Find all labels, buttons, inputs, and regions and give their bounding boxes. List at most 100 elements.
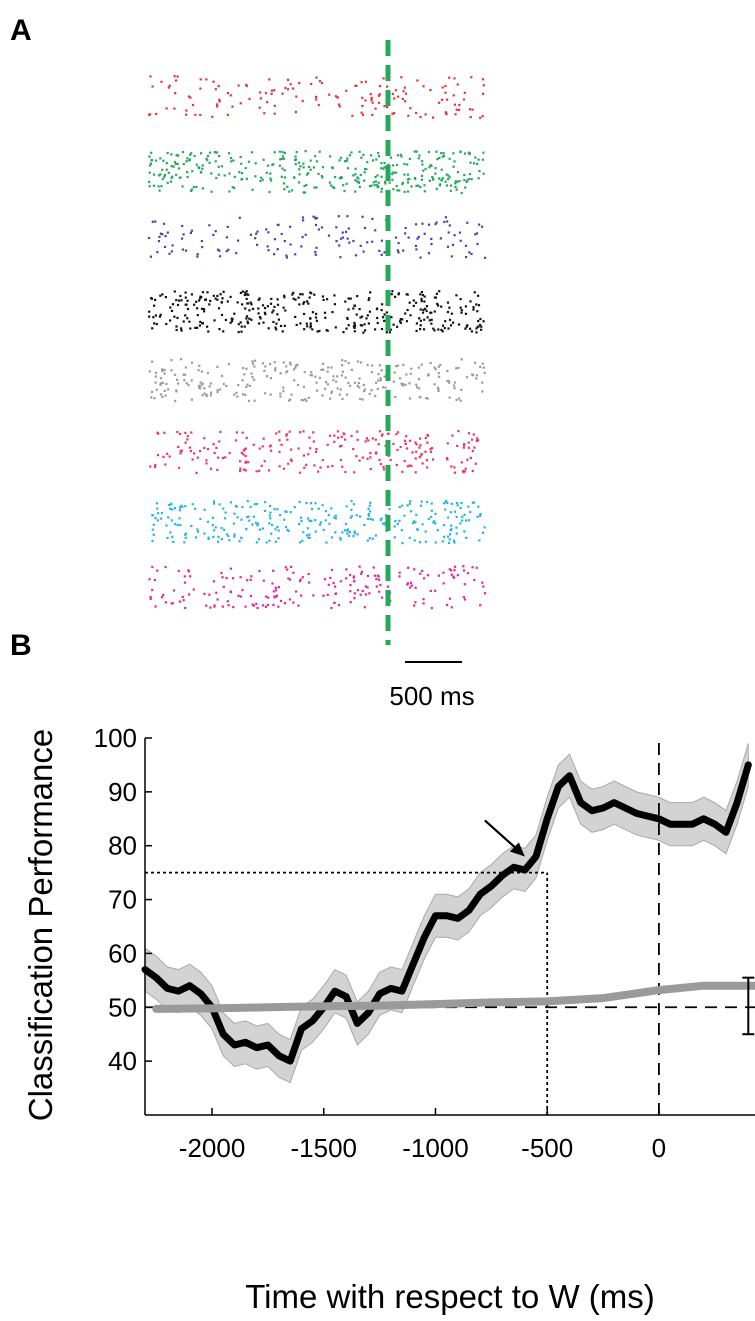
spike-tick [482,151,485,154]
spike-tick [311,507,314,511]
spike-tick [151,85,154,88]
spike-tick [269,177,272,180]
spike-tick [152,184,155,187]
spike-tick [341,397,344,400]
spike-tick [450,502,453,505]
spike-tick [368,297,371,300]
spike-tick [382,465,385,468]
spike-tick [362,331,365,334]
spike-tick [282,386,285,389]
spike-tick [420,452,423,456]
spike-tick [377,379,380,382]
spike-tick [377,578,381,581]
spike-tick [216,598,219,601]
spike-tick [409,372,412,375]
spike-tick [151,159,154,162]
spike-tick [167,516,170,519]
spike-tick [450,184,453,187]
spike-tick [365,317,368,320]
spike-tick [415,383,418,386]
spike-tick [338,177,341,180]
spike-tick [381,596,384,599]
spike-tick [404,232,407,235]
spike-tick [436,386,439,389]
spike-tick [434,167,437,170]
spike-tick [361,96,364,99]
spike-tick [367,512,370,516]
spike-tick [359,515,362,518]
spike-tick [387,163,390,166]
spike-tick [455,532,458,535]
spike-tick [400,382,403,385]
spike-tick [337,103,341,106]
spike-tick [203,310,206,313]
spike-tick [246,320,249,323]
y-tick-label: 50 [108,992,137,1022]
spike-tick [403,86,406,89]
spike-tick [419,504,422,507]
spike-tick [329,155,332,158]
spike-tick [423,295,426,298]
spike-tick [345,230,348,233]
spike-tick [442,152,445,155]
spike-tick [205,604,208,607]
spike-tick [467,519,471,522]
spike-tick [433,520,436,523]
spike-tick [265,375,269,378]
spike-tick [432,458,435,461]
spike-tick [326,443,329,446]
spike-tick [366,161,369,164]
spike-tick [315,246,318,249]
y-tick-label: 90 [108,777,137,807]
spike-tick [343,433,346,436]
spike-tick [446,310,449,314]
spike-tick [239,467,242,470]
spike-tick [362,113,365,116]
spike-tick [434,589,437,592]
spike-tick [270,92,273,95]
spike-tick [340,374,343,377]
spike-tick [217,85,220,88]
spike-tick [406,583,409,586]
spike-tick [270,89,273,92]
spike-tick [353,323,356,326]
spike-tick [184,533,187,536]
spike-tick [302,162,305,165]
spike-tick [378,93,381,96]
spike-tick [344,470,347,474]
spike-tick [195,471,198,474]
spike-tick [198,364,201,367]
spike-tick [280,157,283,161]
spike-tick [481,581,484,584]
spike-tick [418,446,421,449]
spike-tick [229,591,232,594]
spike-tick [153,397,156,400]
spike-tick [314,450,318,453]
spike-tick [179,452,182,455]
spike-tick [264,92,268,95]
spike-tick [212,443,215,446]
spike-tick [403,460,406,463]
spike-tick [352,239,355,243]
spike-tick [334,514,337,517]
spike-tick [283,294,286,297]
spike-tick [242,449,246,452]
spike-tick [448,176,451,179]
spike-tick [333,440,336,443]
spike-tick [283,324,286,327]
spike-tick [307,172,310,175]
spike-tick [238,171,241,174]
spike-tick [207,536,210,539]
spike-tick [279,395,282,398]
spike-tick [158,174,161,177]
spike-tick [413,539,416,542]
spike-tick [315,217,318,220]
spike-tick [153,579,156,582]
spike-tick [394,295,397,298]
spike-tick [371,537,374,540]
spike-tick [220,165,224,168]
spike-tick [417,378,421,381]
spike-tick [483,371,486,374]
spike-tick [346,215,349,218]
